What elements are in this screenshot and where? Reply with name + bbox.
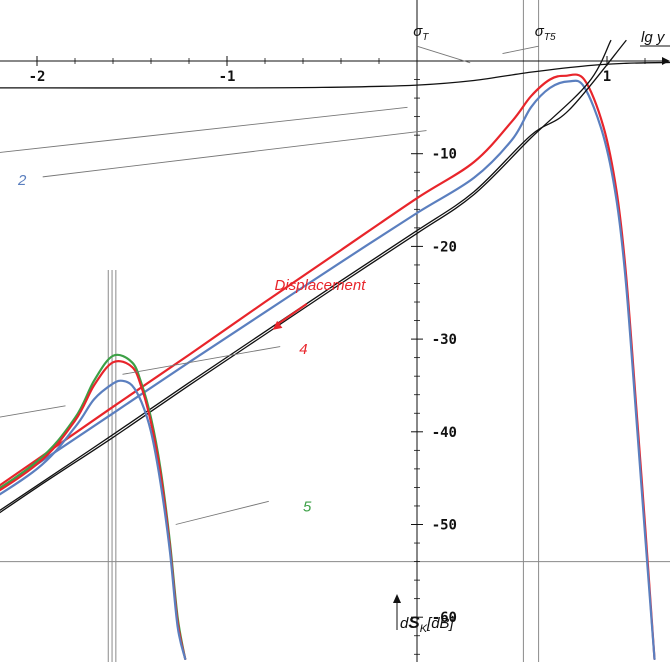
annotation-label-4: 4 [299, 341, 307, 358]
y-axis-label-arrowhead [393, 594, 401, 603]
curves [0, 39, 670, 660]
curve-red-small [0, 360, 187, 660]
x-tick-label: -1 [219, 69, 236, 85]
y-tick-label: -50 [432, 518, 457, 534]
curve-black-flat [0, 61, 670, 89]
axis-labels: lg y dSK[dB] [400, 29, 670, 635]
curve-blue-small [0, 379, 187, 660]
annotation-label-5: 5 [303, 499, 312, 516]
curve-black-2 [0, 39, 627, 512]
leader-line-sigma-t [416, 45, 471, 64]
annotation-sigma-t5: σT5 [535, 23, 556, 43]
annotation-sigma-t: σT [413, 23, 429, 43]
leader-line-planck [0, 106, 408, 153]
annotation-label-2: 2 [17, 172, 27, 189]
y-axis-label: dSK[dB] [400, 613, 455, 635]
x-tick-label: 1 [603, 69, 611, 85]
y-tick-label: -30 [432, 332, 457, 348]
annotations: Planck's radiationequation 12Displacemen… [0, 23, 556, 525]
x-tick-label: -2 [29, 69, 46, 85]
annotation-displacement: Displacement [275, 277, 367, 294]
leader-line-label-2 [42, 130, 427, 178]
y-tick-label: -10 [432, 147, 457, 163]
curve-black-1 [0, 39, 612, 514]
curve-red [0, 73, 656, 660]
x-axis-arrow [662, 57, 670, 65]
y-tick-label: -60 [432, 610, 457, 626]
curve-blue [0, 79, 656, 660]
y-tick-label: -40 [432, 425, 457, 441]
x-axis-label: lg y [641, 29, 666, 46]
leader-line-label-5 [175, 500, 269, 525]
displacement-arrow-line [276, 303, 308, 326]
leader-line-label-4 [122, 346, 281, 375]
leader-line-label-3 [0, 405, 66, 418]
displacement-arrowhead [272, 320, 283, 330]
leader-line-sigma-t5 [502, 45, 539, 55]
y-tick-label: -20 [432, 239, 457, 255]
